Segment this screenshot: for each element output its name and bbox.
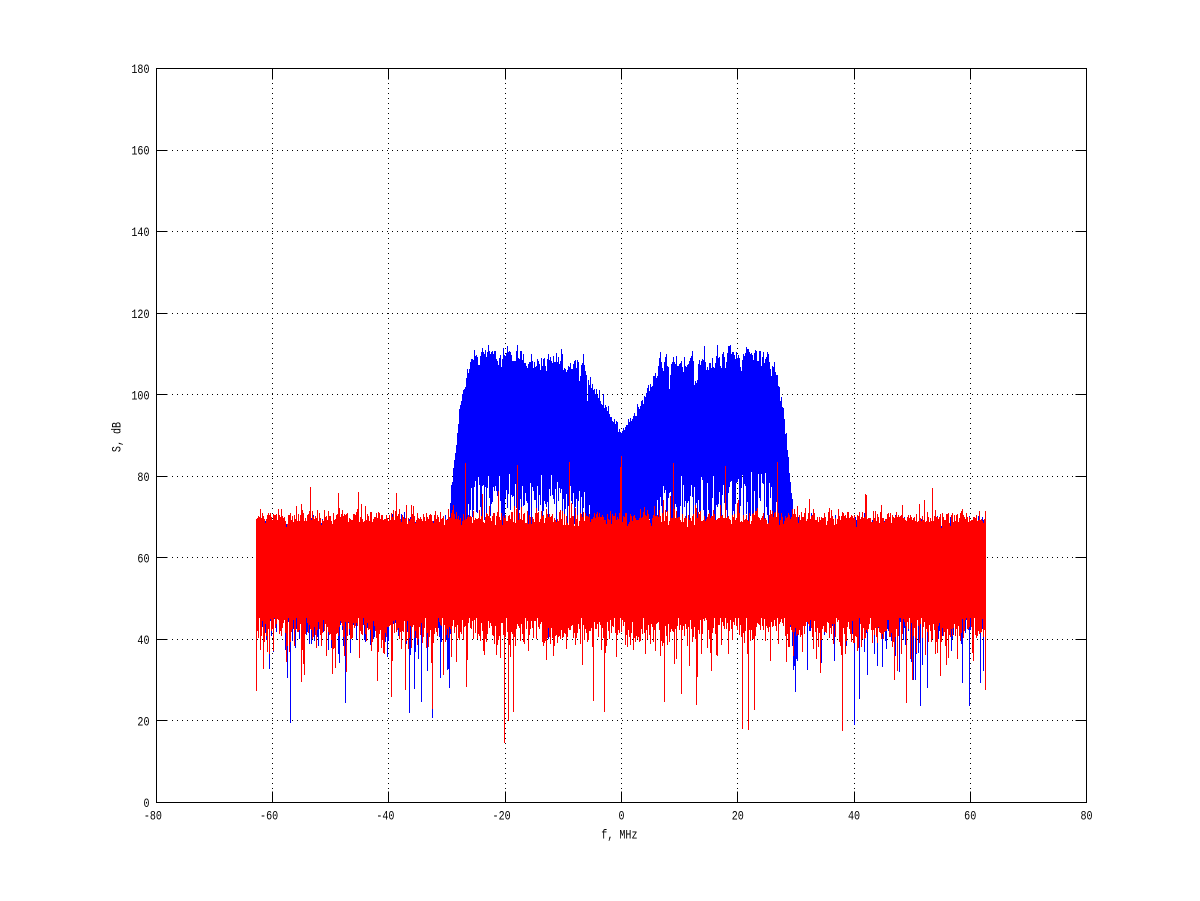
svg-text:160: 160 — [131, 144, 149, 159]
svg-text:-80: -80 — [144, 809, 162, 824]
svg-text:-20: -20 — [493, 809, 511, 824]
svg-text:100: 100 — [131, 388, 149, 403]
svg-text:140: 140 — [131, 225, 149, 240]
svg-text:20: 20 — [732, 809, 744, 824]
svg-text:60: 60 — [137, 551, 149, 566]
svg-text:-60: -60 — [260, 809, 278, 824]
svg-text:0: 0 — [144, 796, 150, 811]
svg-text:20: 20 — [137, 715, 149, 730]
svg-text:80: 80 — [1080, 809, 1092, 824]
svg-text:120: 120 — [131, 307, 149, 322]
svg-text:80: 80 — [137, 470, 149, 485]
svg-text:40: 40 — [137, 633, 149, 648]
svg-text:0: 0 — [619, 809, 625, 824]
svg-text:180: 180 — [131, 62, 149, 77]
svg-text:60: 60 — [964, 809, 976, 824]
svg-text:40: 40 — [848, 809, 860, 824]
svg-text:-40: -40 — [376, 809, 394, 824]
svg-text:S, dB: S, dB — [110, 422, 125, 452]
svg-text:f, MHz: f, MHz — [601, 828, 637, 843]
